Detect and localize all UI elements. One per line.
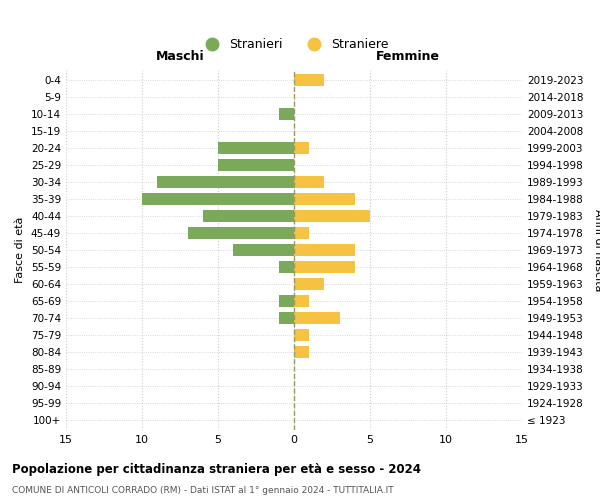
Bar <box>294 227 309 239</box>
Bar <box>279 108 294 120</box>
Bar <box>294 295 309 307</box>
Bar <box>294 329 309 341</box>
Bar <box>279 261 294 273</box>
Bar <box>203 210 294 222</box>
Bar <box>294 244 355 256</box>
Bar <box>279 312 294 324</box>
Bar <box>294 278 325 290</box>
Bar <box>218 159 294 171</box>
Bar <box>279 295 294 307</box>
Y-axis label: Fasce di età: Fasce di età <box>16 217 25 283</box>
Bar <box>294 193 355 205</box>
Bar <box>294 74 325 86</box>
Text: Popolazione per cittadinanza straniera per età e sesso - 2024: Popolazione per cittadinanza straniera p… <box>12 462 421 475</box>
Legend: Stranieri, Straniere: Stranieri, Straniere <box>194 33 394 56</box>
Bar <box>294 142 309 154</box>
Bar <box>294 176 325 188</box>
Text: COMUNE DI ANTICOLI CORRADO (RM) - Dati ISTAT al 1° gennaio 2024 - TUTTITALIA.IT: COMUNE DI ANTICOLI CORRADO (RM) - Dati I… <box>12 486 394 495</box>
Bar <box>188 227 294 239</box>
Bar <box>218 142 294 154</box>
Text: Femmine: Femmine <box>376 50 440 63</box>
Bar <box>294 312 340 324</box>
Bar <box>157 176 294 188</box>
Y-axis label: Anni di nascita: Anni di nascita <box>593 209 600 291</box>
Bar <box>233 244 294 256</box>
Bar <box>294 346 309 358</box>
Bar <box>294 210 370 222</box>
Bar <box>142 193 294 205</box>
Text: Maschi: Maschi <box>155 50 205 63</box>
Bar <box>294 261 355 273</box>
